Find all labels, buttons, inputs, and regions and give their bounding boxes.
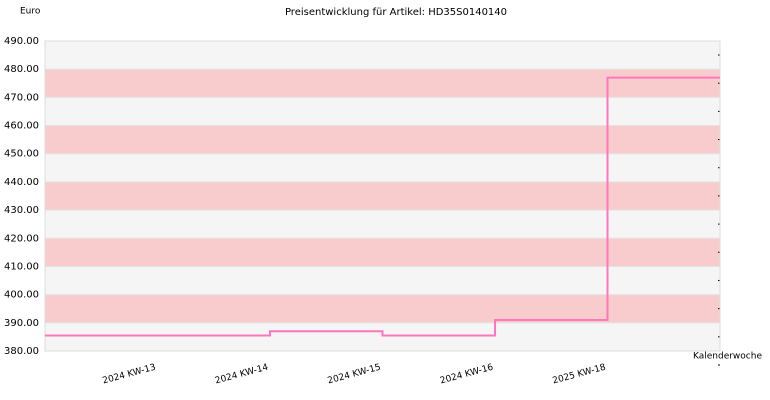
price-line xyxy=(45,76,720,337)
x-axis-label: Kalenderwoche xyxy=(693,352,762,362)
y-tick-label: 400.00 xyxy=(4,290,39,301)
stripe xyxy=(45,294,720,323)
y-tick-label: 460.00 xyxy=(4,121,39,132)
y-tick-label: 450.00 xyxy=(4,149,39,160)
y-tick-label: 390.00 xyxy=(4,318,39,329)
x-tick-label: 2025 KW-18 xyxy=(552,363,608,387)
x-tick-label: 2024 KW-15 xyxy=(327,363,382,387)
x-tick-label: 2024 KW-13 xyxy=(102,363,157,387)
y-tick-label: 410.00 xyxy=(4,261,39,272)
y-tick-label: 430.00 xyxy=(4,205,39,216)
chart-title: Preisentwicklung für Artikel: HD35S01401… xyxy=(285,7,507,18)
y-tick-label: 480.00 xyxy=(4,64,39,75)
y-tick-label: 470.00 xyxy=(4,92,39,103)
y-tick-label: 490.00 xyxy=(4,36,39,47)
y-tick-label: 380.00 xyxy=(4,346,39,357)
x-tick-label: 2024 KW-14 xyxy=(214,363,270,387)
x-tick-label: 2024 KW-16 xyxy=(439,363,495,387)
y-tick-label: 420.00 xyxy=(4,233,39,244)
stripe xyxy=(45,181,720,211)
y-tick-label: 440.00 xyxy=(4,177,39,188)
plot-frame xyxy=(44,40,721,352)
y-axis-label: Euro xyxy=(20,7,41,17)
stripe xyxy=(45,125,720,154)
stripe xyxy=(45,69,720,98)
stripe xyxy=(45,238,720,267)
